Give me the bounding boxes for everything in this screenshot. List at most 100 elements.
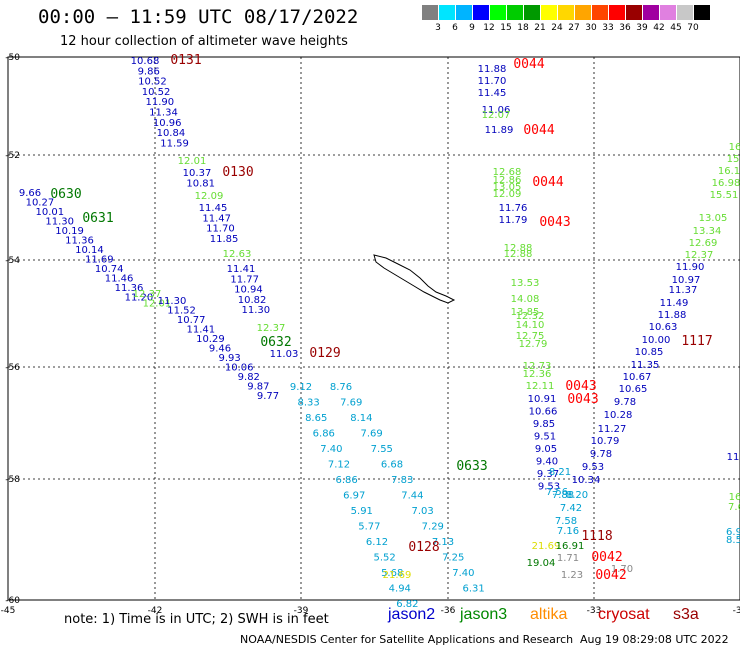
wave-height-value: 7.12 xyxy=(328,460,350,471)
scale-label: 12 xyxy=(483,23,495,33)
wave-height-value: 10.85 xyxy=(635,347,664,358)
lat-label: -50 xyxy=(5,53,20,63)
wave-height-value: 12.37 xyxy=(685,250,714,261)
scale-label: 18 xyxy=(517,23,529,33)
legend-altika: altika xyxy=(530,606,568,623)
pass-label: 0129 xyxy=(309,346,340,361)
pass-label: 0043 xyxy=(565,379,596,394)
scale-label: 39 xyxy=(636,23,648,33)
scale-swatch xyxy=(694,5,710,20)
wave-height-value: 13.53 xyxy=(511,278,540,289)
wave-height-value: 11.30 xyxy=(45,217,74,228)
wave-height-value: 11.70 xyxy=(206,224,235,235)
wave-height-value: 9.46 xyxy=(209,344,231,355)
wave-height-value: 11.49 xyxy=(660,298,689,309)
wave-height-value: 12.69 xyxy=(689,238,718,249)
scale-label: 24 xyxy=(551,23,563,33)
wave-height-value: 7.16 xyxy=(557,526,579,537)
scale-swatch xyxy=(507,5,523,20)
page-title: 00:00 – 11:59 UTC 08/17/2022 xyxy=(38,6,359,28)
wave-height-value: 6.86 xyxy=(313,429,335,440)
wave-height-value: 11.30 xyxy=(241,305,270,316)
pass-label: 1118 xyxy=(581,529,612,544)
scale-label: 27 xyxy=(568,23,580,33)
wave-height-value: 12.09 xyxy=(195,191,224,202)
map-frame xyxy=(7,56,740,601)
scale-swatch xyxy=(473,5,489,20)
wave-height-value: 7.40 xyxy=(320,444,342,455)
wave-height-value: 12.68 xyxy=(493,167,522,178)
wave-height-value: 8.21 xyxy=(549,467,571,478)
wave-height-value: 12.07 xyxy=(482,110,511,121)
scale-label: 42 xyxy=(653,23,665,33)
wave-height-value: 8.65 xyxy=(305,413,327,424)
wave-height-value: 10.52 xyxy=(142,87,171,98)
wave-height-value: 14.10 xyxy=(516,320,545,331)
wave-height-value: 12.37 xyxy=(133,289,162,300)
wave-height-value: 8.76 xyxy=(330,382,352,393)
wave-height-value: 9.53 xyxy=(582,462,604,473)
wave-height-value: 1.23 xyxy=(561,570,583,581)
wave-height-value: 12.11 xyxy=(526,381,555,392)
wave-height-value: 9.85 xyxy=(533,419,555,430)
pass-label: 0043 xyxy=(567,392,598,407)
wave-height-value: 10.37 xyxy=(183,168,212,179)
wave-height-value: 7.42 xyxy=(560,503,582,514)
wave-height-value: 10.28 xyxy=(604,410,633,421)
wave-height-value: 10.91 xyxy=(528,394,557,405)
wave-height-value: 7.88 xyxy=(552,490,574,501)
pass-label: 0633 xyxy=(456,459,487,474)
wave-height-value: 16.98 xyxy=(712,178,740,189)
wave-height-value: 10.14 xyxy=(75,245,104,256)
wave-height-value: 9.66 xyxy=(19,188,41,199)
wave-height-value: 11.20 xyxy=(125,293,154,304)
scale-label: 9 xyxy=(469,23,475,33)
wave-height-value: 8.5 xyxy=(726,535,740,546)
wave-height-value: 11.30 xyxy=(158,296,187,307)
lon-label: -45 xyxy=(1,606,16,616)
wave-height-value: 5.52 xyxy=(373,553,395,564)
pass-label: 0630 xyxy=(50,187,81,202)
wave-height-value: 10.06 xyxy=(225,363,254,374)
wave-height-value: 10.27 xyxy=(26,198,55,209)
scale-swatch xyxy=(677,5,693,20)
wave-height-value: 10.68 xyxy=(131,56,160,67)
wave-height-value: 11.35 xyxy=(631,360,660,371)
scale-swatch xyxy=(422,5,438,20)
wave-height-value: 12.75 xyxy=(516,331,545,342)
scale-swatch xyxy=(626,5,642,20)
wave-height-value: 10.96 xyxy=(153,118,182,129)
scale-swatch xyxy=(558,5,574,20)
page-subtitle: 12 hour collection of altimeter wave hei… xyxy=(60,34,348,49)
wave-height-value: 16.1 xyxy=(718,166,740,177)
wave-height-value: 11.03 xyxy=(270,349,299,360)
wave-height-value: 10.34 xyxy=(572,475,601,486)
wave-height-value: 16.91 xyxy=(556,541,585,552)
pass-label: 0043 xyxy=(539,215,570,230)
wave-height-value: 6.86 xyxy=(335,475,357,486)
wave-height-value: 7.56 xyxy=(546,487,568,498)
wave-height-value: 11.34 xyxy=(149,108,178,119)
wave-height-value: 11.90 xyxy=(145,97,174,108)
wave-height-value: 11.69 xyxy=(85,255,114,266)
pass-label: 0044 xyxy=(513,57,544,72)
wave-height-value: 6.68 xyxy=(381,460,403,471)
wave-height-value: 14.08 xyxy=(511,294,540,305)
wave-height-value: 12.73 xyxy=(523,361,552,372)
lon-label: -39 xyxy=(294,606,309,616)
wave-height-value: 9.86 xyxy=(138,66,160,77)
lon-label: -33 xyxy=(587,606,602,616)
pass-label: 0044 xyxy=(532,175,563,190)
scale-swatch xyxy=(541,5,557,20)
wave-height-value: 13.05 xyxy=(493,182,522,193)
wave-height-value: 7.58 xyxy=(555,516,577,527)
lat-label: -52 xyxy=(5,151,20,161)
wave-height-value: 9.37 xyxy=(537,469,559,480)
pass-label: 0042 xyxy=(591,550,622,565)
wave-height-value: 9.78 xyxy=(614,397,636,408)
wave-height-value: 11.70 xyxy=(478,76,507,87)
wave-height-value: 6.31 xyxy=(462,584,484,595)
wave-height-value: 21.69 xyxy=(532,541,561,552)
wave-height-value: 1.71 xyxy=(557,553,579,564)
wave-height-value: 10.79 xyxy=(591,436,620,447)
